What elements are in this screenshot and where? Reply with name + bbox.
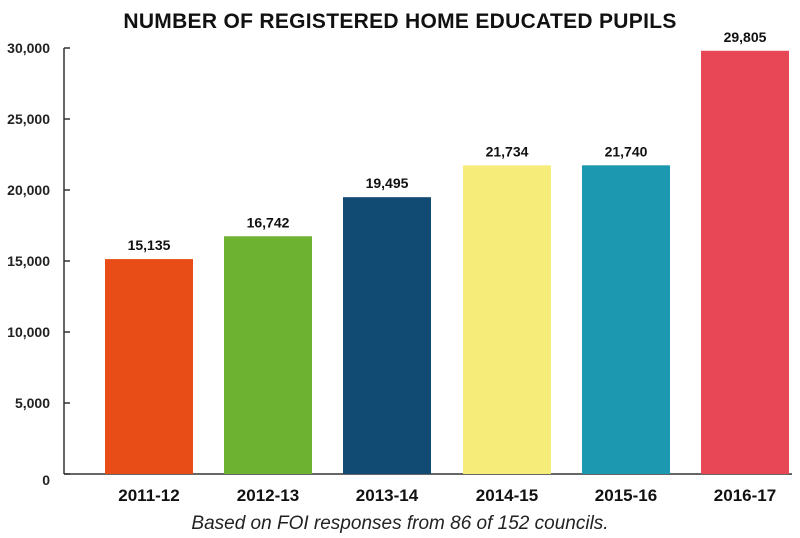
y-tick-label: 0 bbox=[42, 472, 50, 488]
bar-value-label: 19,495 bbox=[366, 175, 409, 191]
y-tick-label: 25,000 bbox=[7, 111, 50, 127]
y-tick-label: 15,000 bbox=[7, 253, 50, 269]
x-tick-label: 2012-13 bbox=[237, 486, 299, 505]
x-tick-label: 2011-12 bbox=[118, 486, 179, 505]
y-tick-label: 30,000 bbox=[7, 40, 50, 56]
y-tick-label: 5,000 bbox=[15, 395, 50, 411]
bar-value-label: 21,734 bbox=[486, 143, 529, 159]
bar-value-label: 16,742 bbox=[247, 214, 290, 230]
bar-2016-17 bbox=[701, 50, 789, 474]
bar-value-label: 15,135 bbox=[128, 237, 171, 253]
bar-2011-12 bbox=[105, 259, 193, 474]
y-tick-label: 20,000 bbox=[7, 182, 50, 198]
x-tick-label: 2015-16 bbox=[595, 486, 657, 505]
bar-2012-13 bbox=[224, 236, 312, 474]
bar-2013-14 bbox=[343, 197, 431, 474]
bar-value-label: 29,805 bbox=[724, 29, 767, 45]
x-tick-label: 2013-14 bbox=[356, 486, 419, 505]
x-tick-label: 2016-17 bbox=[714, 486, 776, 505]
y-tick-label: 10,000 bbox=[7, 324, 50, 340]
bar-2015-16 bbox=[582, 165, 670, 475]
bars-group bbox=[105, 50, 789, 475]
x-tick-label: 2014-15 bbox=[476, 486, 538, 505]
chart-title: NUMBER OF REGISTERED HOME EDUCATED PUPIL… bbox=[123, 10, 677, 33]
bar-2014-15 bbox=[463, 165, 551, 474]
chart-footnote: Based on FOI responses from 86 of 152 co… bbox=[191, 513, 609, 534]
bar-value-label: 21,740 bbox=[605, 143, 648, 159]
labels-group: 15,135 2011-12 16,742 2012-13 19,495 2013-14 2… bbox=[118, 29, 776, 505]
